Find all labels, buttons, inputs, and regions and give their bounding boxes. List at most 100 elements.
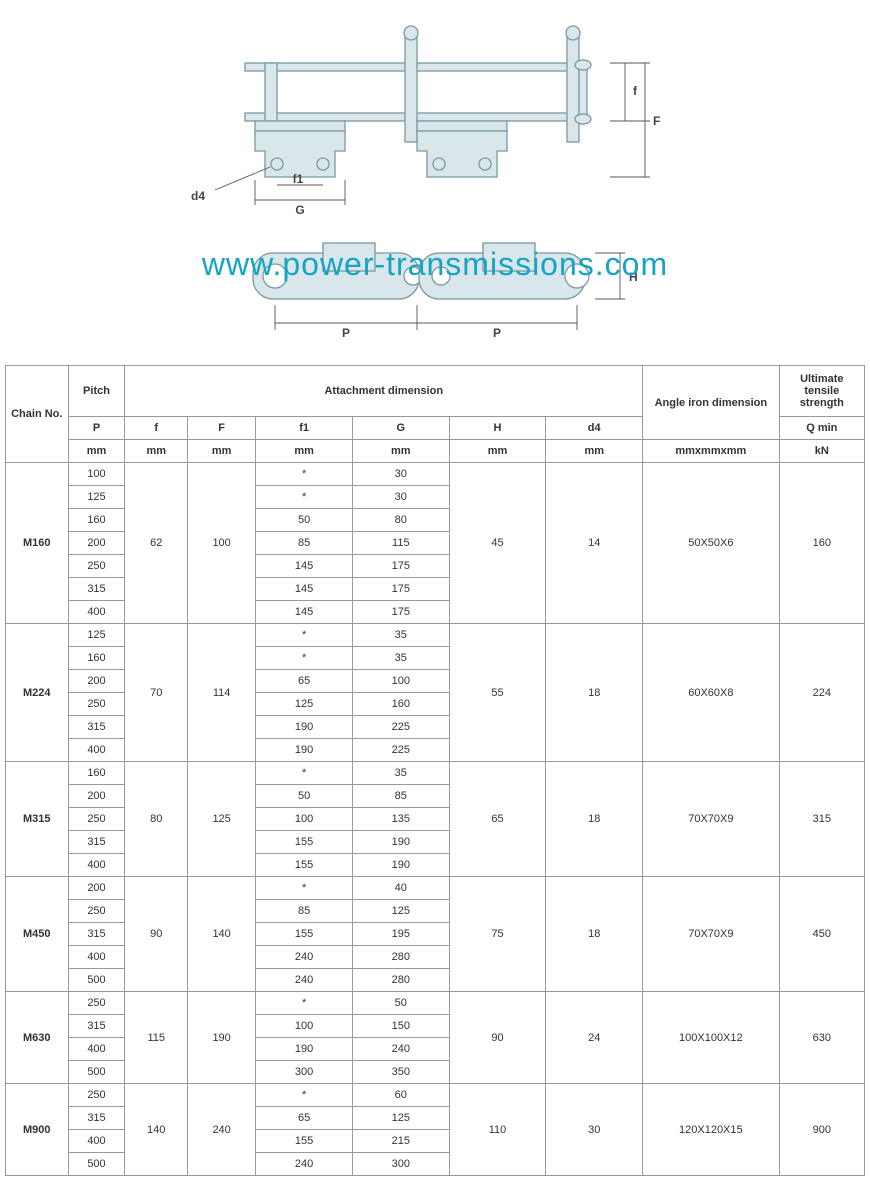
hdr-angle: Angle iron dimension: [643, 366, 780, 440]
cell-G: 35: [352, 624, 449, 647]
hdr-f1: f1: [256, 417, 353, 440]
cell-G: 175: [352, 578, 449, 601]
hdr-f: f: [125, 417, 188, 440]
cell-f1: 240: [256, 1153, 353, 1176]
cell-Q: 315: [779, 762, 864, 877]
cell-pitch: 100: [68, 463, 125, 486]
cell-G: 195: [352, 923, 449, 946]
hdr-chain-no: Chain No.: [6, 366, 69, 463]
cell-G: 150: [352, 1015, 449, 1038]
cell-F: 240: [188, 1084, 256, 1176]
cell-chain: M450: [6, 877, 69, 992]
label-f1: f1: [293, 172, 304, 186]
cell-chain: M900: [6, 1084, 69, 1176]
cell-f: 90: [125, 877, 188, 992]
cell-G: 50: [352, 992, 449, 1015]
cell-pitch: 200: [68, 877, 125, 900]
cell-Q: 900: [779, 1084, 864, 1176]
cell-f1: 190: [256, 1038, 353, 1061]
cell-f1: *: [256, 877, 353, 900]
cell-f1: 85: [256, 532, 353, 555]
cell-pitch: 250: [68, 693, 125, 716]
cell-f1: *: [256, 624, 353, 647]
cell-f1: 65: [256, 1107, 353, 1130]
cell-F: 190: [188, 992, 256, 1084]
cell-G: 280: [352, 969, 449, 992]
cell-f1: 155: [256, 831, 353, 854]
cell-Q: 630: [779, 992, 864, 1084]
cell-f: 80: [125, 762, 188, 877]
cell-G: 135: [352, 808, 449, 831]
cell-pitch: 400: [68, 946, 125, 969]
table-row: M900250140240*6011030120X120X15900: [6, 1084, 865, 1107]
hdr-attach: Attachment dimension: [125, 366, 643, 417]
cell-f1: 300: [256, 1061, 353, 1084]
cell-G: 175: [352, 555, 449, 578]
cell-G: 100: [352, 670, 449, 693]
cell-f1: 155: [256, 1130, 353, 1153]
cell-d4: 24: [546, 992, 643, 1084]
cell-d4: 14: [546, 463, 643, 624]
cell-pitch: 200: [68, 532, 125, 555]
hdr-d4: d4: [546, 417, 643, 440]
unit-f1: mm: [256, 440, 353, 463]
cell-H: 45: [449, 463, 546, 624]
unit-P: mm: [68, 440, 125, 463]
unit-Q: kN: [779, 440, 864, 463]
unit-d4: mm: [546, 440, 643, 463]
cell-G: 35: [352, 762, 449, 785]
cell-angle: 70X70X9: [643, 877, 780, 992]
cell-G: 30: [352, 486, 449, 509]
cell-G: 80: [352, 509, 449, 532]
hdr-uts: Ultimate tensile strength: [779, 366, 864, 417]
cell-pitch: 400: [68, 601, 125, 624]
cell-f: 140: [125, 1084, 188, 1176]
cell-chain: M224: [6, 624, 69, 762]
cell-G: 35: [352, 647, 449, 670]
cell-pitch: 250: [68, 900, 125, 923]
cell-f1: 100: [256, 808, 353, 831]
cell-d4: 18: [546, 624, 643, 762]
cell-G: 60: [352, 1084, 449, 1107]
cell-G: 240: [352, 1038, 449, 1061]
cell-pitch: 315: [68, 716, 125, 739]
label-f-lc: f: [633, 84, 638, 98]
cell-G: 190: [352, 854, 449, 877]
cell-pitch: 250: [68, 808, 125, 831]
cell-d4: 18: [546, 877, 643, 992]
cell-chain: M315: [6, 762, 69, 877]
cell-F: 114: [188, 624, 256, 762]
cell-f1: 155: [256, 923, 353, 946]
cell-f1: *: [256, 647, 353, 670]
cell-pitch: 160: [68, 762, 125, 785]
cell-G: 225: [352, 716, 449, 739]
cell-F: 140: [188, 877, 256, 992]
cell-G: 125: [352, 1107, 449, 1130]
hdr-P: P: [68, 417, 125, 440]
cell-f1: 145: [256, 578, 353, 601]
cell-f1: 85: [256, 900, 353, 923]
table-row: M16010062100*30451450X50X6160: [6, 463, 865, 486]
cell-G: 280: [352, 946, 449, 969]
cell-pitch: 315: [68, 831, 125, 854]
cell-f1: 65: [256, 670, 353, 693]
table-row: M31516080125*35651870X70X9315: [6, 762, 865, 785]
cell-H: 110: [449, 1084, 546, 1176]
cell-f1: 240: [256, 969, 353, 992]
cell-f: 70: [125, 624, 188, 762]
cell-pitch: 125: [68, 624, 125, 647]
cell-Q: 224: [779, 624, 864, 762]
cell-f1: 155: [256, 854, 353, 877]
cell-chain: M160: [6, 463, 69, 624]
unit-f: mm: [125, 440, 188, 463]
cell-H: 65: [449, 762, 546, 877]
cell-pitch: 400: [68, 1038, 125, 1061]
cell-f1: 125: [256, 693, 353, 716]
unit-F2: mm: [188, 440, 256, 463]
cell-Q: 160: [779, 463, 864, 624]
cell-angle: 60X60X8: [643, 624, 780, 762]
label-H: H: [629, 270, 638, 284]
cell-pitch: 200: [68, 670, 125, 693]
hdr-F2: F: [188, 417, 256, 440]
cell-angle: 120X120X15: [643, 1084, 780, 1176]
